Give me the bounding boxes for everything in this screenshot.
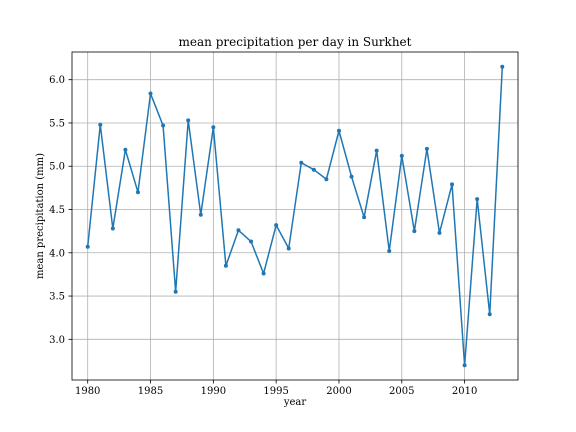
data-point: [362, 215, 367, 220]
data-point: [198, 212, 203, 217]
x-tick-label: 1985: [138, 386, 163, 397]
data-point: [123, 147, 128, 152]
data-point: [299, 160, 304, 165]
data-point: [98, 122, 103, 127]
data-point: [249, 239, 254, 244]
y-tick-label: 3.0: [49, 335, 65, 346]
y-tick-label: 5.5: [49, 118, 65, 129]
data-point: [186, 118, 191, 123]
data-point: [450, 182, 455, 187]
data-point: [85, 244, 90, 249]
series-line: [86, 66, 504, 367]
chart-title: mean precipitation per day in Surkhet: [179, 35, 412, 49]
data-point: [412, 229, 417, 234]
data-point: [311, 167, 316, 172]
data-point: [261, 271, 266, 276]
x-tick-label: 2005: [389, 386, 414, 397]
x-tick-label: 1990: [201, 386, 226, 397]
y-tick-label: 4.5: [49, 205, 65, 216]
x-tick-label: 2000: [326, 386, 351, 397]
data-point: [286, 246, 291, 251]
data-point: [148, 91, 153, 96]
data-point: [110, 226, 115, 231]
data-point: [161, 123, 166, 128]
data-point: [211, 125, 216, 130]
x-tick-label: 2010: [452, 386, 477, 397]
grid-lines: [72, 52, 518, 380]
x-tick-label: 1995: [263, 386, 288, 397]
data-point: [336, 128, 341, 133]
data-point: [349, 174, 354, 179]
y-axis-label: mean precipitation (mm): [35, 153, 46, 279]
y-tick-label: 3.5: [49, 292, 65, 303]
data-point: [424, 146, 429, 151]
data-point: [500, 64, 505, 69]
y-tick-label: 5.0: [49, 162, 65, 173]
y-tick-label: 4.0: [49, 248, 65, 259]
data-point: [324, 177, 329, 182]
data-point: [399, 153, 404, 158]
data-point: [387, 249, 392, 254]
x-tick-label: 1980: [75, 386, 100, 397]
series-precipitation: [85, 64, 505, 368]
plot-frame: [71, 51, 519, 381]
data-point: [135, 190, 140, 195]
data-point: [462, 363, 467, 368]
data-point: [223, 263, 228, 268]
data-point: [374, 148, 379, 153]
axis-ticks: 1980 1985 1990 1995 2000 2005 2010 3.0 3.5 4.0 4.5…: [49, 75, 477, 397]
y-tick-label: 6.0: [49, 75, 65, 86]
data-point: [475, 197, 480, 202]
data-point: [487, 312, 492, 317]
data-point: [173, 289, 178, 294]
data-point: [437, 230, 442, 235]
data-point: [274, 223, 279, 228]
data-point: [236, 228, 241, 233]
x-axis-label: year: [283, 397, 307, 408]
